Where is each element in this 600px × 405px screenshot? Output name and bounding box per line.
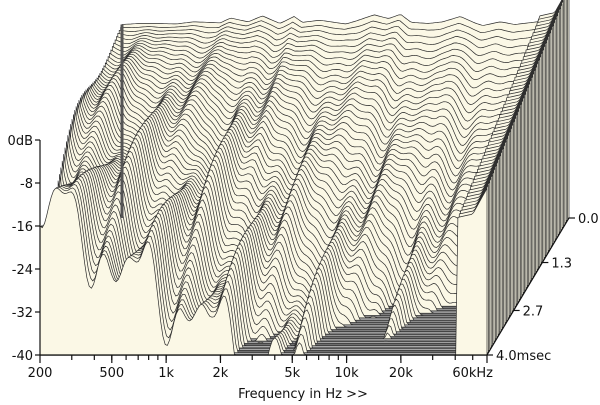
x-tick-label: 5k: [284, 366, 300, 381]
x-axis-ticks: 200 500 1k 2k 5k 10k 20k 60kHz: [28, 355, 493, 381]
y-tick-label: -40: [12, 349, 33, 364]
y-tick-label: -16: [12, 220, 33, 235]
z-tick-label: 1.3: [551, 257, 572, 272]
x-tick-label: 500: [99, 366, 124, 381]
z-tick-label: 2.7: [523, 304, 544, 319]
z-tick-label: 4.0msec: [496, 349, 551, 364]
y-tick-label: -24: [12, 263, 33, 278]
x-tick-label: 200: [28, 366, 53, 381]
z-axis-ticks: 0.0 1.3 2.7 4.0msec: [487, 212, 599, 364]
x-tick-label: 2k: [213, 366, 229, 381]
x-axis-title: Frequency in Hz >>: [238, 387, 368, 402]
z-tick-label: 0.0: [578, 212, 599, 227]
x-tick-label: 10k: [335, 366, 360, 381]
x-tick-label: 20k: [389, 366, 414, 381]
chart-axes: [39, 140, 570, 356]
y-tick-label: 0dB: [8, 134, 33, 149]
y-axis-ticks: 0dB -8 -16 -24 -32 -40: [8, 134, 40, 364]
waterfall-slices: [39, 0, 570, 356]
x-tick-label: 1k: [158, 366, 174, 381]
y-tick-label: -32: [12, 306, 33, 321]
y-tick-label: -8: [20, 177, 33, 192]
z-axis-line: [486, 217, 570, 356]
x-tick-label: 60kHz: [452, 366, 493, 381]
